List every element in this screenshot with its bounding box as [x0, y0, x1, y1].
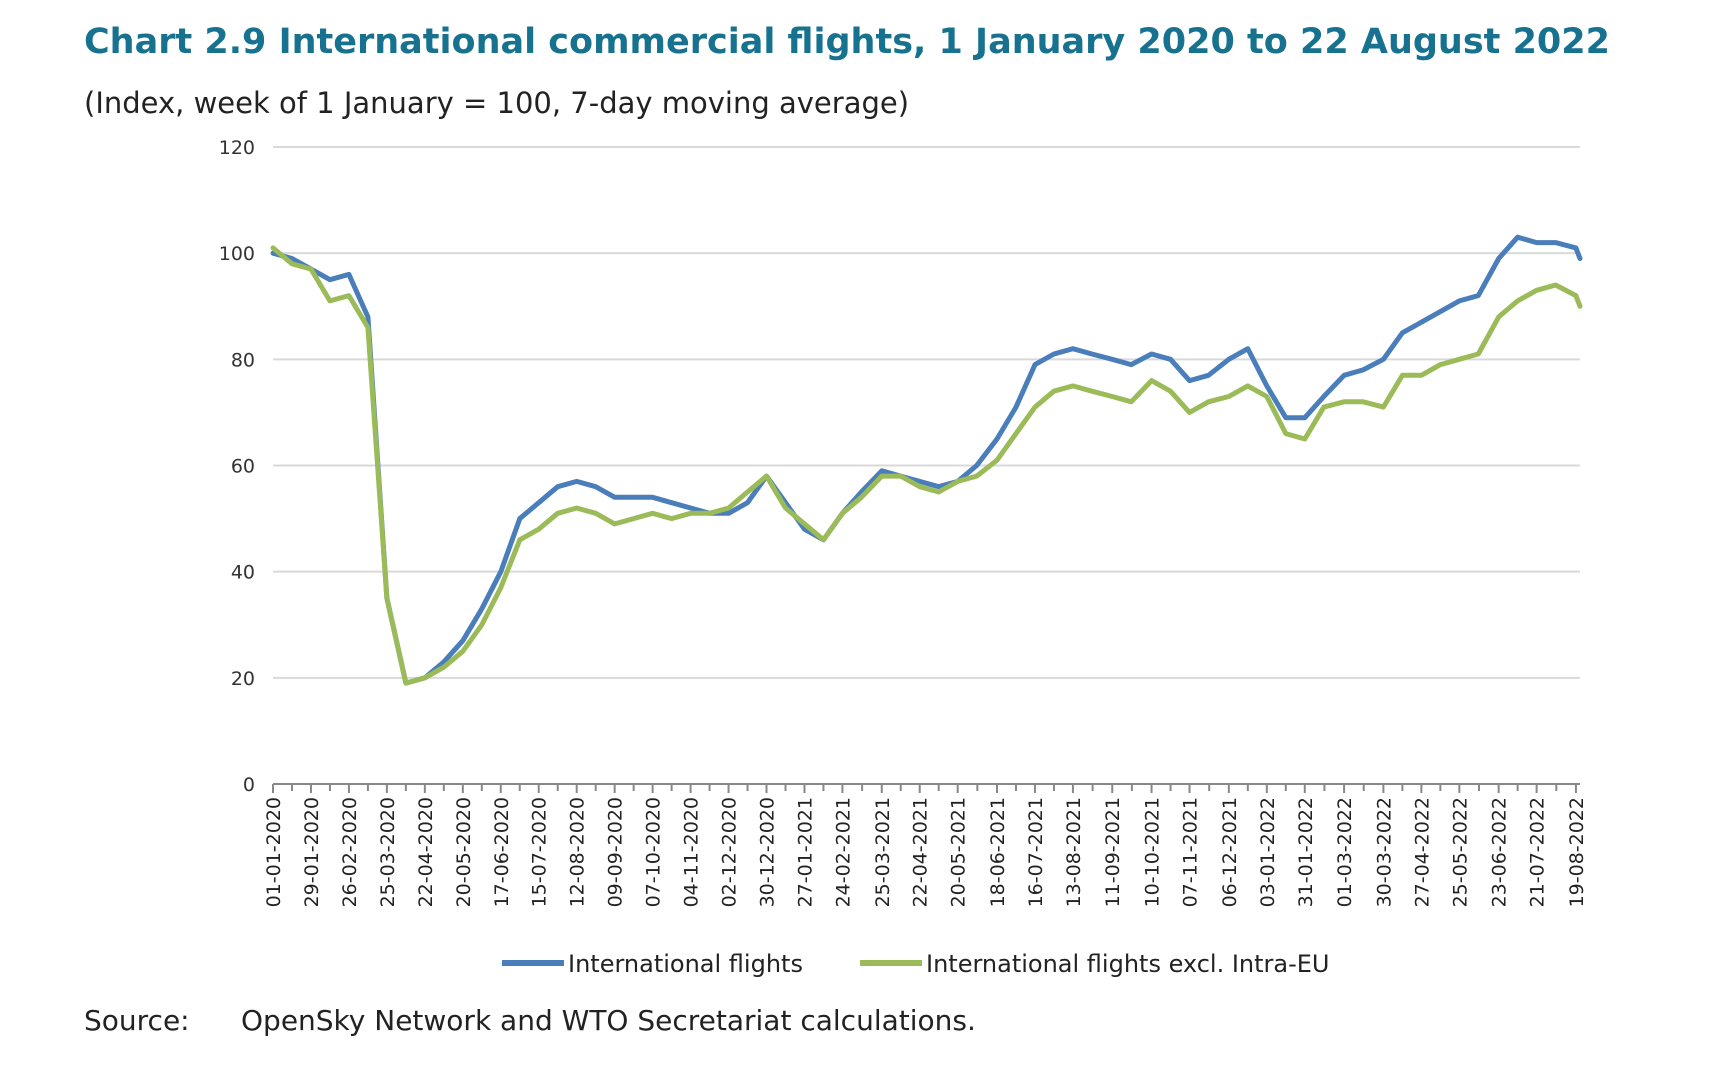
- x-tick-label: 25-03-2020: [377, 797, 399, 907]
- chart-source-note: Source: OpenSky Network and WTO Secretari…: [84, 1004, 976, 1037]
- x-tick-label: 23-06-2022: [1489, 797, 1511, 907]
- x-tick-label: 25-03-2021: [872, 797, 894, 907]
- x-tick-label: 25-05-2022: [1449, 797, 1471, 907]
- x-tick-label: 10-10-2021: [1142, 797, 1164, 907]
- x-tick-label: 22-04-2021: [910, 797, 932, 907]
- x-tick-label: 13-08-2021: [1063, 797, 1085, 907]
- x-tick-label: 27-01-2021: [794, 797, 816, 907]
- x-tick-label: 12-08-2020: [567, 797, 589, 907]
- x-tick-label: 07-11-2021: [1180, 797, 1202, 907]
- x-tick-label: 29-01-2020: [301, 797, 323, 907]
- legend: International flights International fligh…: [502, 950, 1330, 978]
- x-tick-label: 30-03-2022: [1373, 797, 1395, 907]
- y-tick-label: 80: [231, 349, 255, 371]
- y-tick-label: 40: [231, 562, 255, 584]
- x-tick-label: 06-12-2021: [1219, 797, 1241, 907]
- x-tick-label: 02-12-2020: [719, 797, 741, 907]
- x-tick-label: 24-02-2021: [832, 797, 854, 907]
- series-line-2: [270, 245, 1583, 686]
- x-tick-label: 30-12-2020: [757, 797, 779, 907]
- y-tick-label: 20: [231, 668, 255, 690]
- x-tick-label: 09-09-2020: [605, 797, 627, 907]
- source-label: Source:: [84, 1004, 190, 1037]
- series-lines: [270, 234, 1583, 686]
- x-tick-label: 21-07-2022: [1527, 797, 1549, 907]
- y-axis: 0 20 40 60 80 100 120: [219, 137, 255, 796]
- series-line-1: [270, 234, 1583, 686]
- y-tick-label: 60: [231, 456, 255, 478]
- x-tick-label: 19-08-2022: [1566, 797, 1588, 907]
- x-tick-label: 20-05-2021: [948, 797, 970, 907]
- source-text: OpenSky Network and WTO Secretariat calc…: [241, 1004, 976, 1037]
- chart-subtitle: (Index, week of 1 January = 100, 7-day m…: [84, 86, 910, 120]
- x-tick-label: 27-04-2022: [1411, 797, 1433, 907]
- y-tick-label: 0: [243, 774, 255, 796]
- x-tick-label: 04-11-2020: [681, 797, 703, 907]
- gridlines: [273, 146, 1580, 679]
- x-tick-label: 20-05-2020: [453, 797, 475, 907]
- chart-title: Chart 2.9 International commercial fligh…: [84, 22, 1610, 62]
- x-tick-label: 03-01-2022: [1257, 797, 1279, 907]
- y-tick-label: 100: [219, 243, 255, 265]
- x-tick-label: 01-03-2022: [1334, 797, 1356, 907]
- x-tick-label: 11-09-2021: [1102, 797, 1124, 907]
- x-tick-label: 26-02-2020: [339, 797, 361, 907]
- x-tick-label: 01-01-2020: [263, 797, 285, 907]
- x-tick-label: 16-07-2021: [1025, 797, 1047, 907]
- x-tick-label: 15-07-2020: [529, 797, 551, 907]
- x-tick-label: 17-06-2020: [491, 797, 513, 907]
- y-tick-label: 120: [219, 137, 255, 159]
- x-tick-label: 31-01-2022: [1295, 797, 1317, 907]
- x-axis: 01-01-2020 29-01-2020 26-02-2020 25-03-2020…: [263, 783, 1588, 907]
- x-tick-label: 18-06-2021: [987, 797, 1009, 907]
- legend-label-1: International flights: [568, 950, 803, 978]
- x-tick-label: 22-04-2020: [415, 797, 437, 907]
- legend-label-2: International flights excl. Intra-EU: [926, 950, 1330, 978]
- x-tick-label: 07-10-2020: [643, 797, 665, 907]
